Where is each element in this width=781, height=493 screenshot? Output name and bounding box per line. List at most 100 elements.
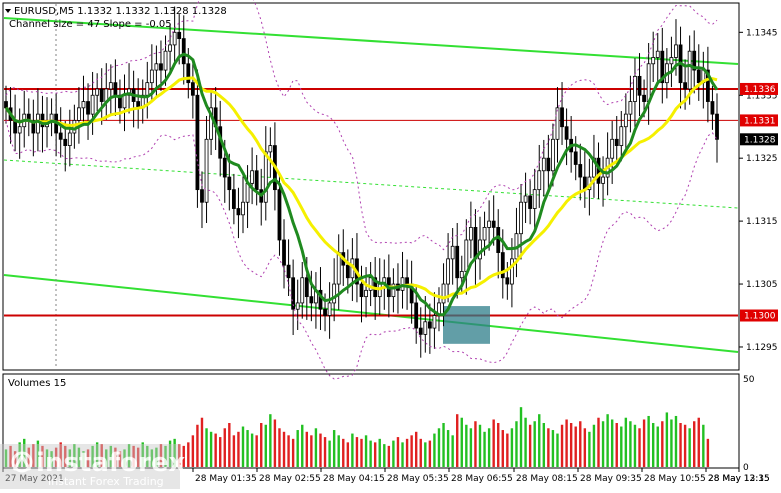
volume-bar xyxy=(177,444,181,467)
volume-bar xyxy=(223,428,226,467)
price-tag-label: 1.1300 xyxy=(744,312,776,322)
volume-bar xyxy=(255,435,258,467)
candle-body xyxy=(122,94,127,109)
volume-bar xyxy=(674,415,678,467)
time-tick-label: 28 May 02:55 xyxy=(259,474,321,484)
volume-bar xyxy=(506,433,509,467)
volume-bar xyxy=(95,442,99,467)
volume-bar xyxy=(387,445,391,467)
candle-body xyxy=(49,113,54,121)
candle-body xyxy=(468,227,473,241)
price-tick-label: 1.1305 xyxy=(746,280,778,290)
candle-body xyxy=(86,101,90,115)
volume-bar xyxy=(592,424,596,467)
volume-bar xyxy=(638,428,641,467)
candle-body xyxy=(637,75,642,96)
candle-body xyxy=(113,82,118,96)
volume-bar xyxy=(228,423,231,467)
candle-body xyxy=(377,283,382,298)
price-pane-frame xyxy=(2,2,740,371)
candle-body xyxy=(601,176,605,184)
volume-bar xyxy=(588,431,591,467)
candle-body xyxy=(705,69,710,102)
time-tick-label: 28 May 06:55 xyxy=(451,474,513,484)
volume-bar xyxy=(460,417,463,467)
candle-body xyxy=(532,189,537,209)
volume-bar xyxy=(633,424,637,467)
candle-body xyxy=(560,107,564,128)
candle-body xyxy=(254,170,259,191)
candle-body xyxy=(345,264,350,279)
volume-bar xyxy=(442,423,445,467)
candle-body xyxy=(459,271,464,279)
price-axis: 1.1345 1.1335 1.1325 1.1315 1.1305 1.1295 xyxy=(739,28,778,353)
volume-bar xyxy=(132,445,135,467)
candle-body xyxy=(455,245,460,279)
volume-bar xyxy=(191,435,195,467)
time-tick-label: 28 May 04:15 xyxy=(323,474,385,484)
candle-body xyxy=(336,252,341,285)
volume-bar xyxy=(697,417,700,467)
volume-bar xyxy=(287,435,290,467)
volume-bar xyxy=(237,431,240,467)
volume-bar xyxy=(168,440,172,467)
volume-bar xyxy=(579,421,582,467)
candle-body xyxy=(99,88,104,102)
candle-body xyxy=(427,321,432,329)
volume-bar xyxy=(50,451,53,467)
price-tick-label: 1.1345 xyxy=(746,28,778,38)
trend-lines-layer xyxy=(3,4,739,369)
volume-bar xyxy=(32,444,35,467)
volume-bar xyxy=(551,430,555,467)
volume-bar xyxy=(278,428,281,467)
volume-bar xyxy=(173,438,176,467)
volume-bar xyxy=(41,445,44,467)
volume-bar xyxy=(533,421,536,467)
volume-bar xyxy=(54,447,58,467)
volume-bar xyxy=(629,421,632,467)
volume-bar xyxy=(319,433,322,467)
volume-bar xyxy=(419,438,422,467)
candle-body xyxy=(537,170,542,191)
candle-body xyxy=(204,138,209,203)
candle-body xyxy=(628,101,633,115)
volume-bar xyxy=(36,440,40,467)
time-tick-label: 28 May 08:15 xyxy=(516,474,578,484)
candle-body xyxy=(555,107,560,140)
volume-bar xyxy=(601,421,605,467)
candle-body xyxy=(541,157,546,172)
volume-bar xyxy=(624,417,628,467)
candle-body xyxy=(4,101,8,109)
volume-bar xyxy=(683,424,687,467)
volume-bar xyxy=(560,424,564,467)
candle-body xyxy=(300,277,305,304)
price-tag xyxy=(740,82,778,95)
candle-body xyxy=(523,195,528,203)
volume-bar xyxy=(4,449,8,467)
volume-axis: 50 0 xyxy=(743,375,755,473)
volume-bar xyxy=(610,419,614,467)
volume-bar xyxy=(396,437,400,467)
middle-channel-line xyxy=(3,159,739,209)
volume-bar xyxy=(159,444,163,467)
volume-bar xyxy=(314,428,318,467)
instaforex-logo-icon xyxy=(11,451,33,473)
volume-bar xyxy=(360,438,363,467)
volume-bar xyxy=(73,444,76,467)
symbol-dropdown-icon[interactable] xyxy=(5,9,11,13)
candle-body xyxy=(195,94,200,191)
volume-bar xyxy=(273,419,277,467)
volume-bar xyxy=(405,438,409,467)
candle-body xyxy=(186,63,191,84)
volume-bar xyxy=(642,419,646,467)
volume-bar xyxy=(378,438,381,467)
candle-body xyxy=(510,258,514,285)
volume-bar xyxy=(246,430,249,467)
time-tick-label: 27 May 2021 xyxy=(5,474,64,484)
price-tick-label: 1.1335 xyxy=(746,91,778,101)
candle-body xyxy=(17,126,22,134)
volume-bar xyxy=(219,437,222,467)
candle-body xyxy=(77,107,81,121)
candle-body xyxy=(546,157,551,172)
